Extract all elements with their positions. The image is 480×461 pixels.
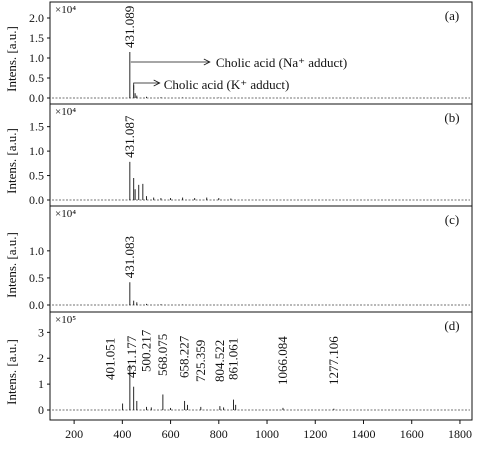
x-tick-label-1: 400	[113, 427, 131, 441]
peak-label-3-3: 568.075	[155, 334, 170, 376]
panel-label-3: (d)	[444, 318, 459, 333]
x-tick-label-5: 1200	[303, 427, 327, 441]
peak-label-3-1: 431.177	[124, 335, 139, 378]
y-tick-label-1-3: 1.5	[29, 120, 44, 134]
y-multiplier-2: ×10⁴	[55, 208, 76, 220]
peak-label-3-0: 401.051	[103, 338, 118, 380]
x-tick-label-6: 1400	[351, 427, 375, 441]
panel-label-1: (b)	[444, 110, 459, 125]
annotation-text-1: Cholic acid (K⁺ adduct)	[164, 77, 290, 92]
peak-label-1-0: 431.087	[122, 115, 137, 158]
y-axis-label-1: Intens. [a.u.]	[4, 128, 19, 194]
annotation-arrowhead-1	[153, 79, 161, 87]
peak-label-3-2: 500.217	[139, 329, 154, 372]
y-axis-label-3: Intens. [a.u.]	[4, 339, 19, 405]
annotation-text-0: Cholic acid (Na⁺ adduct)	[216, 55, 347, 70]
x-tick-label-3: 800	[210, 427, 228, 441]
y-axis-label-2: Intens. [a.u.]	[4, 232, 19, 298]
y-tick-label-2-2: 1.0	[29, 244, 44, 258]
y-tick-label-1-2: 1.0	[29, 144, 44, 158]
x-tick-label-4: 1000	[255, 427, 279, 441]
peak-label-3-4: 658.227	[177, 335, 192, 378]
panel-label-0: (a)	[445, 8, 459, 23]
y-multiplier-1: ×10⁴	[55, 106, 76, 118]
peak-label-3-9: 1277.106	[326, 336, 341, 385]
y-tick-label-0-1: 0.5	[29, 71, 44, 85]
x-tick-label-7: 1600	[400, 427, 424, 441]
y-tick-label-2-0: 0.0	[29, 298, 44, 312]
y-tick-label-0-2: 1.0	[29, 51, 44, 65]
panel-label-2: (c)	[445, 212, 459, 227]
panel-frame-2	[49, 205, 473, 313]
peak-label-3-5: 725.359	[193, 340, 208, 382]
peak-label-0-0: 431.089	[122, 6, 137, 48]
y-multiplier-3: ×10⁵	[55, 314, 76, 326]
peak-label-3-7: 861.061	[226, 338, 241, 380]
y-tick-label-3-3: 3	[38, 325, 44, 339]
y-tick-label-1-1: 0.5	[29, 169, 44, 183]
y-tick-label-3-2: 2	[38, 351, 44, 365]
x-tick-label-2: 600	[162, 427, 180, 441]
y-tick-label-1-0: 0.0	[29, 193, 44, 207]
y-axis-label-0: Intens. [a.u.]	[4, 26, 19, 92]
annotation-arrow-1	[133, 82, 160, 90]
peak-label-3-6: 804.522	[212, 340, 227, 382]
x-tick-label-0: 200	[65, 427, 83, 441]
panel-frame-3	[49, 311, 473, 421]
x-tick-label-8: 1800	[448, 427, 472, 441]
panel-frame-1	[49, 103, 473, 207]
y-tick-label-3-0: 0	[38, 403, 44, 417]
y-multiplier-0: ×10⁴	[55, 4, 76, 16]
peak-label-3-8: 1066.084	[275, 336, 290, 385]
y-tick-label-2-1: 0.5	[29, 271, 44, 285]
y-tick-label-0-3: 1.5	[29, 31, 44, 45]
y-tick-label-0-4: 2.0	[29, 11, 44, 25]
y-tick-label-0-0: 0.0	[29, 91, 44, 105]
y-tick-label-3-1: 1	[38, 377, 44, 391]
annotation-arrowhead-0	[203, 58, 211, 66]
peak-label-2-0: 431.083	[122, 236, 137, 278]
